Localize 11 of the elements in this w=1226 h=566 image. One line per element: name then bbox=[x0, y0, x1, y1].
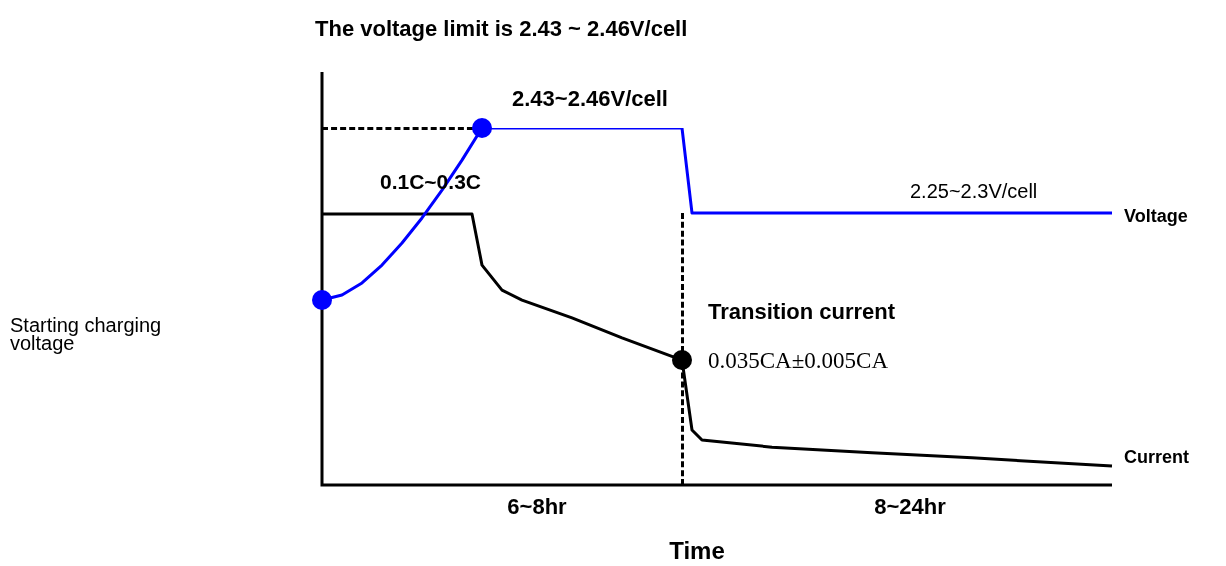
annotation: 2.25~2.3V/cell bbox=[910, 179, 1038, 202]
text: 8~24hr bbox=[874, 494, 947, 520]
x-axis-title: Time bbox=[669, 536, 725, 564]
annotation: Transition current bbox=[708, 299, 896, 325]
text: 6~8hr bbox=[507, 494, 568, 520]
text: 2.43~2.46V/cell bbox=[512, 86, 668, 112]
text: Starting charging voltage bbox=[10, 313, 162, 354]
series-label: Current bbox=[1124, 447, 1190, 468]
annotation: 0.035CA±0.005CA bbox=[708, 348, 889, 374]
series-label: Voltage bbox=[1124, 205, 1188, 226]
chart-title: The voltage limit is 2.43 ~ 2.46V/cell bbox=[315, 16, 688, 42]
